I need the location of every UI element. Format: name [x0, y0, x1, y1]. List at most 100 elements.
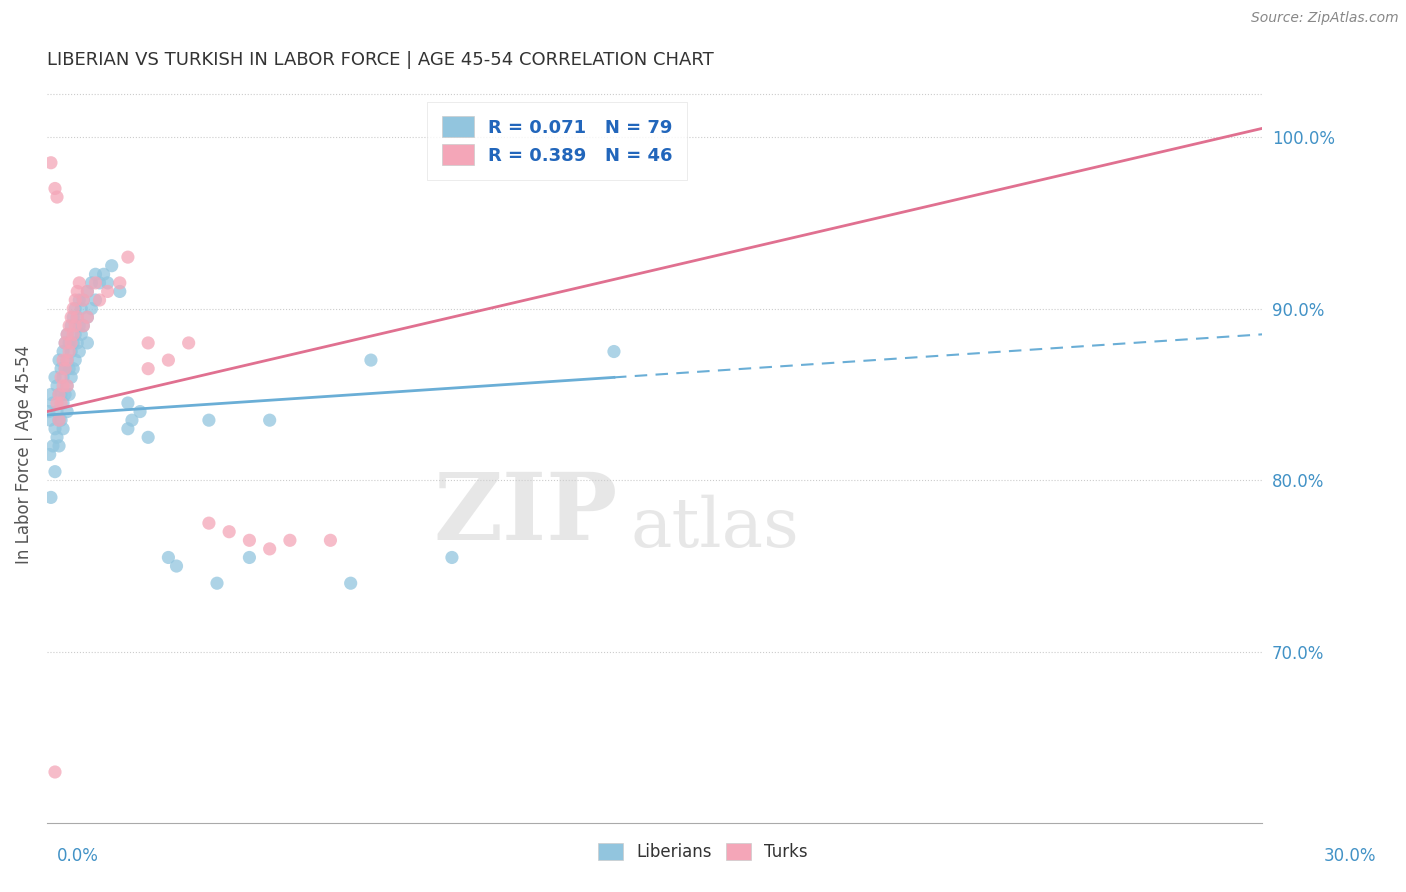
Point [72, 318, 94, 333]
Point [38, 404, 60, 418]
Point [65, 301, 87, 316]
Point [53, 335, 76, 350]
Y-axis label: In Labor Force | Age 45-54: In Labor Force | Age 45-54 [15, 345, 32, 564]
Point [56, 353, 79, 368]
Point [89, 293, 111, 307]
Point [108, 285, 131, 299]
Point [53, 387, 76, 401]
Point [76, 285, 98, 299]
Point [76, 310, 98, 325]
Point [60, 335, 83, 350]
Point [62, 361, 84, 376]
Point [56, 327, 79, 342]
Point [238, 533, 260, 548]
Point [56, 353, 79, 368]
Point [58, 387, 80, 401]
Point [56, 379, 79, 393]
Point [53, 361, 76, 376]
Point [49, 370, 72, 384]
Point [129, 404, 152, 418]
Point [62, 301, 84, 316]
Point [84, 268, 107, 282]
Point [100, 259, 122, 273]
Point [97, 276, 120, 290]
Point [44, 465, 66, 479]
Point [89, 276, 111, 290]
Point [97, 285, 120, 299]
Point [80, 276, 103, 290]
Point [49, 396, 72, 410]
Point [259, 413, 281, 427]
Point [80, 301, 103, 316]
Point [166, 559, 188, 574]
Point [93, 268, 115, 282]
Point [259, 541, 281, 556]
Point [48, 387, 70, 401]
Point [62, 310, 84, 325]
Text: LIBERIAN VS TURKISH IN LABOR FORCE | AGE 45-54 CORRELATION CHART: LIBERIAN VS TURKISH IN LABOR FORCE | AGE… [46, 51, 714, 69]
Point [198, 413, 221, 427]
Legend: R = 0.071   N = 79, R = 0.389   N = 46: R = 0.071 N = 79, R = 0.389 N = 46 [427, 102, 688, 180]
Text: 0.0%: 0.0% [56, 847, 98, 864]
Point [65, 353, 87, 368]
Text: atlas: atlas [630, 495, 799, 561]
Point [76, 285, 98, 299]
Point [58, 335, 80, 350]
Point [66, 285, 89, 299]
Point [60, 318, 83, 333]
Text: ZIP: ZIP [434, 468, 619, 558]
Point [48, 353, 70, 368]
Point [67, 276, 90, 290]
Point [44, 370, 66, 384]
Point [58, 318, 80, 333]
Point [136, 335, 159, 350]
Point [108, 276, 131, 290]
Point [76, 310, 98, 325]
Point [56, 379, 79, 393]
Point [46, 190, 69, 204]
Point [62, 327, 84, 342]
Point [53, 335, 76, 350]
Point [53, 361, 76, 376]
Point [58, 344, 80, 359]
Point [67, 344, 90, 359]
Point [56, 404, 79, 418]
Point [278, 533, 301, 548]
Point [72, 318, 94, 333]
Point [52, 370, 75, 384]
Point [67, 318, 90, 333]
Point [39, 387, 62, 401]
Point [65, 327, 87, 342]
Point [117, 396, 139, 410]
Point [48, 439, 70, 453]
Point [58, 361, 80, 376]
Point [84, 293, 107, 307]
Point [121, 413, 143, 427]
Legend: Liberians, Turks: Liberians, Turks [585, 830, 821, 875]
Point [67, 293, 90, 307]
Point [157, 353, 180, 368]
Point [198, 516, 221, 530]
Point [39, 155, 62, 169]
Point [42, 439, 65, 453]
Point [70, 301, 93, 316]
Point [52, 344, 75, 359]
Point [218, 524, 240, 539]
Point [136, 430, 159, 444]
Point [60, 370, 83, 384]
Point [66, 310, 89, 325]
Point [66, 310, 89, 325]
Point [157, 550, 180, 565]
Point [177, 335, 200, 350]
Point [39, 413, 62, 427]
Point [339, 576, 361, 591]
Point [44, 181, 66, 195]
Point [65, 293, 87, 307]
Point [62, 335, 84, 350]
Point [52, 353, 75, 368]
Point [49, 387, 72, 401]
Point [39, 491, 62, 505]
Point [117, 422, 139, 436]
Point [117, 250, 139, 264]
Point [205, 576, 228, 591]
